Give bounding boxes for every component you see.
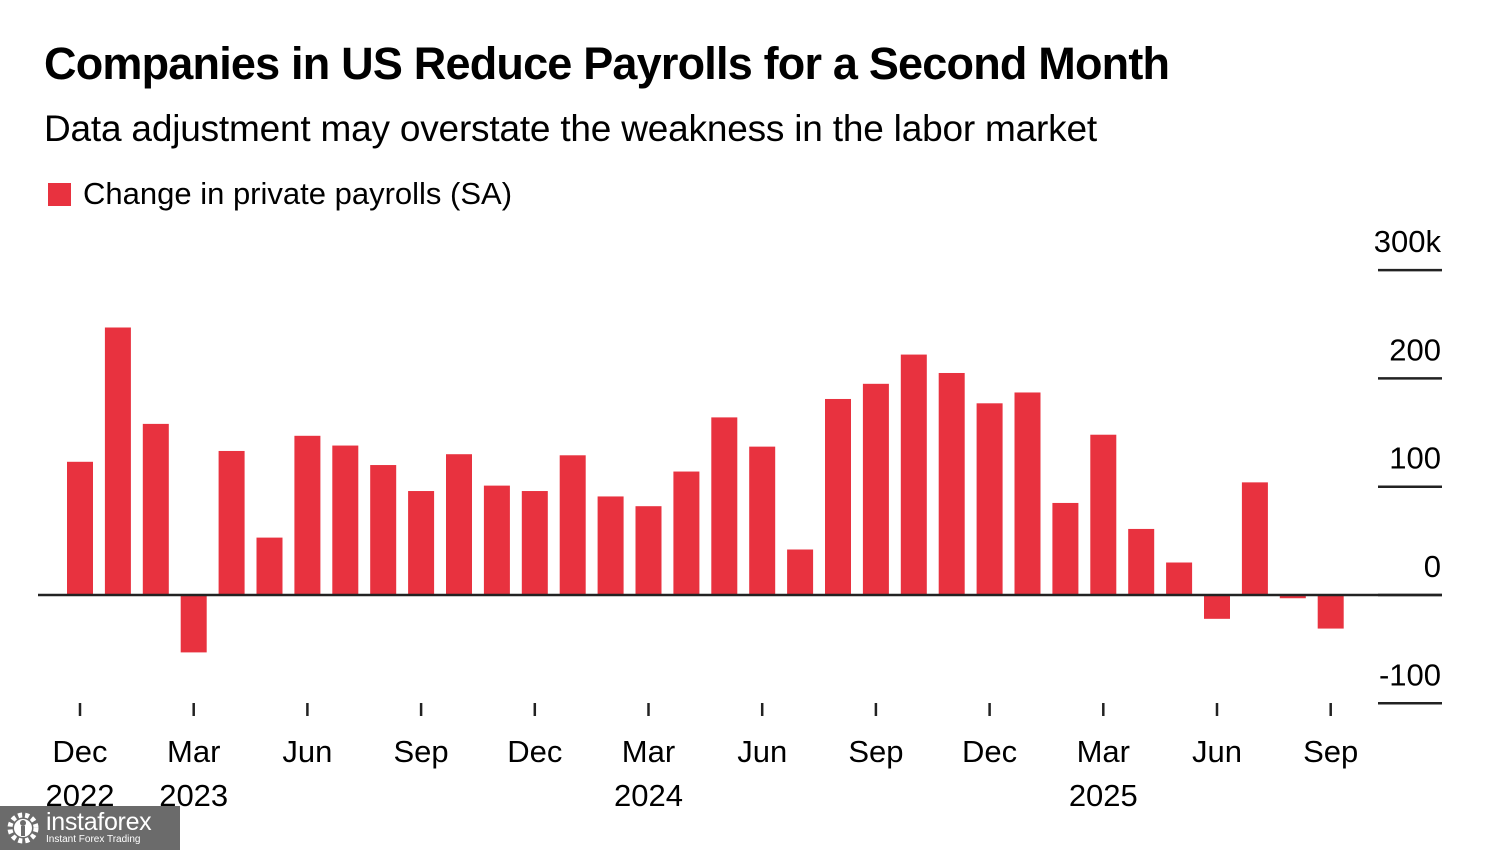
- x-tick-month-label: Dec: [962, 734, 1017, 769]
- x-tick-month-label: Mar: [167, 734, 220, 769]
- bar: [862, 383, 889, 595]
- x-tick-year-label: 2025: [1069, 778, 1138, 813]
- bar: [749, 446, 776, 595]
- bar: [1128, 528, 1155, 595]
- bar: [332, 445, 359, 595]
- bar: [938, 372, 965, 595]
- x-tick-month-label: Dec: [52, 734, 107, 769]
- x-tick-month-label: Jun: [282, 734, 332, 769]
- bar: [787, 549, 814, 595]
- x-tick-year-label: 2024: [614, 778, 683, 813]
- bar: [67, 461, 93, 595]
- bar: [446, 454, 472, 595]
- x-tick-month-label: Mar: [1077, 734, 1130, 769]
- bar: [142, 423, 169, 595]
- legend-label: Change in private payrolls (SA): [83, 176, 513, 211]
- chart-title: Companies in US Reduce Payrolls for a Se…: [44, 38, 1170, 89]
- bar: [635, 506, 662, 595]
- bar: [1204, 595, 1230, 619]
- bar: [483, 485, 510, 595]
- watermark-brand: instaforex: [46, 808, 152, 836]
- x-tick-month-label: Sep: [1303, 734, 1358, 769]
- watermark: instaforex Instant Forex Trading: [0, 806, 180, 850]
- bar: [1241, 482, 1268, 595]
- y-tick-label: 300k: [1374, 224, 1442, 259]
- x-tick-month-label: Mar: [622, 734, 675, 769]
- x-tick-month-label: Sep: [394, 734, 449, 769]
- chart-subtitle: Data adjustment may overstate the weakne…: [44, 108, 1097, 149]
- bar: [673, 471, 700, 595]
- x-tick-month-label: Dec: [507, 734, 562, 769]
- bar: [1052, 502, 1079, 595]
- bar: [1014, 392, 1041, 595]
- legend: Change in private payrolls (SA): [48, 176, 512, 212]
- x-tick-month-label: Jun: [737, 734, 787, 769]
- bar: [104, 327, 131, 595]
- x-tick-month-label: Sep: [848, 734, 903, 769]
- bar: [370, 465, 397, 595]
- bar: [408, 491, 435, 595]
- y-tick-label: 100: [1389, 441, 1441, 476]
- bar: [1317, 595, 1344, 629]
- bar: [294, 435, 321, 595]
- bar: [521, 491, 548, 595]
- bar: [1166, 562, 1193, 595]
- watermark-tagline: Instant Forex Trading: [46, 834, 141, 845]
- bar: [825, 398, 851, 595]
- bar: [1279, 595, 1306, 599]
- bar: [597, 496, 624, 595]
- y-tick-label: 200: [1389, 332, 1441, 367]
- bar: [559, 455, 586, 595]
- legend-swatch: [48, 182, 71, 206]
- bar: [711, 417, 738, 595]
- bar: [976, 403, 1003, 595]
- bar: [900, 354, 927, 595]
- bar: [1090, 434, 1117, 595]
- bar: [256, 537, 283, 595]
- bar: [180, 595, 207, 653]
- x-tick-month-label: Jun: [1192, 734, 1242, 769]
- y-tick-label: 0: [1424, 549, 1441, 584]
- bar: [218, 450, 245, 595]
- y-tick-label: -100: [1379, 657, 1441, 692]
- gear-person-logo-icon: [7, 812, 39, 844]
